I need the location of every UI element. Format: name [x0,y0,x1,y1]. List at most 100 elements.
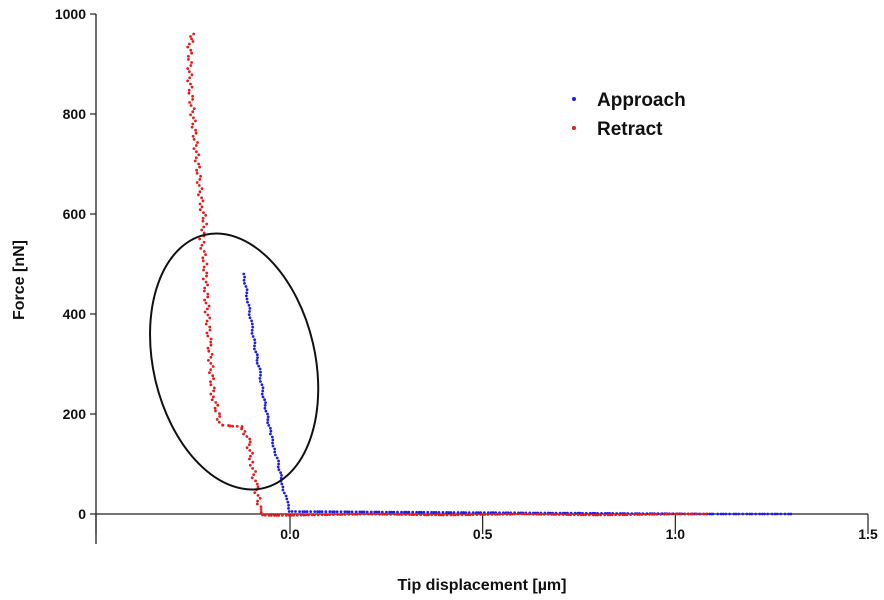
data-point [689,512,693,516]
data-point [787,512,790,516]
data-point [340,513,344,516]
data-point [584,513,587,517]
data-point [205,319,209,323]
data-point [498,512,501,516]
data-point [537,512,541,516]
data-point [213,406,217,410]
data-point [190,73,194,77]
data-point [324,510,328,514]
data-point [273,450,277,454]
data-point [190,37,194,41]
data-point [305,510,309,513]
data-point [250,332,254,335]
data-point [202,225,206,229]
data-point [594,513,598,517]
data-point [783,512,787,516]
data-point [250,328,254,332]
data-point [186,45,190,49]
x-axis-title: Tip displacement [µm] [398,577,567,594]
data-point [280,513,284,517]
data-point [576,513,580,517]
data-point [411,510,415,514]
data-point [209,337,213,341]
data-point [343,510,347,514]
data-point [248,310,251,313]
x-ticks: 0.0 0.5 1.0 1.5 [95,514,878,542]
data-point [193,159,197,163]
data-point [328,510,332,514]
data-point [270,435,274,439]
data-point [214,401,218,404]
data-point [408,513,411,516]
data-point [253,341,257,345]
data-point [287,507,290,510]
data-point [271,441,274,445]
data-point [281,488,285,492]
data-point [310,513,314,517]
data-point [441,513,445,517]
data-point [212,377,216,381]
data-point [209,343,213,347]
data-point [445,513,449,517]
data-point [194,119,197,123]
data-point [259,380,262,383]
data-point [248,449,252,452]
data-point [206,334,210,338]
data-point [191,110,195,114]
data-point [415,510,418,514]
data-point [257,364,261,368]
data-point [479,513,482,516]
data-point [494,512,497,516]
data-point [621,513,625,517]
data-point [205,274,208,278]
data-point [194,144,198,147]
data-point [644,513,647,516]
data-point [190,61,194,64]
axes [95,14,868,544]
data-point [350,510,354,514]
data-point [248,457,251,461]
data-point [380,510,384,514]
data-point [396,510,399,514]
data-point [186,79,190,83]
data-point [404,513,408,516]
data-point [202,289,206,293]
data-point [280,482,284,486]
data-point [721,512,725,516]
data-point [189,82,192,86]
data-point [270,514,273,517]
data-point [258,496,262,500]
data-point [432,511,436,514]
data-point [259,505,263,509]
data-point [189,35,192,38]
data-point [207,349,211,353]
data-point [253,347,256,351]
data-point [659,512,662,516]
data-point [343,513,347,516]
data-point [294,510,297,513]
data-point [754,512,758,516]
data-point [269,429,273,433]
data-point [261,386,265,390]
data-point [256,494,260,497]
data-point [758,512,762,516]
y-tick-label: 800 [63,106,87,122]
data-point [189,104,193,107]
data-point [192,147,196,151]
data-point [679,512,683,516]
data-point [266,421,269,424]
data-point [221,423,225,427]
data-point [260,383,264,386]
data-point [513,512,516,516]
data-point [282,491,286,495]
data-point [295,513,299,517]
data-point [670,512,673,516]
data-point [393,512,396,516]
data-point [197,184,201,187]
data-point [475,513,479,516]
data-point [625,513,629,516]
data-point [215,418,219,421]
data-point [245,435,249,438]
series-retract [186,32,708,517]
